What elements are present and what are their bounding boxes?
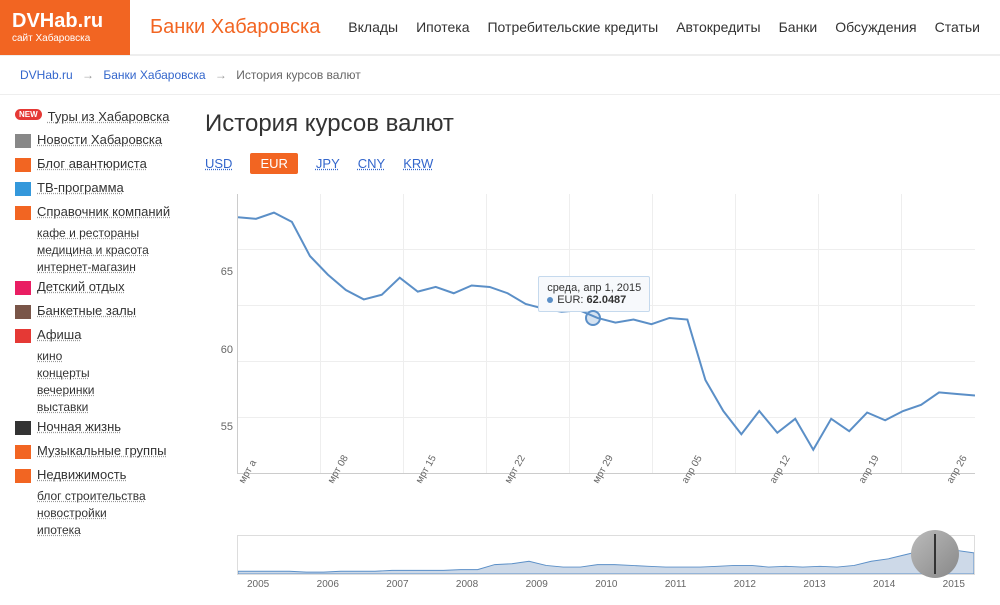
sidebar-item[interactable]: Музыкальные группы — [15, 439, 180, 463]
sidebar-icon — [15, 206, 31, 220]
section-title: Банки Хабаровска — [150, 16, 320, 39]
sidebar-subitem[interactable]: интернет-магазин — [37, 258, 180, 275]
range-year: 2005 — [247, 579, 269, 590]
y-tick: 60 — [205, 344, 233, 356]
range-year: 2009 — [526, 579, 548, 590]
sidebar-item[interactable]: Детский отдых — [15, 275, 180, 299]
sidebar-icon — [15, 469, 31, 483]
sidebar-icon — [15, 329, 31, 343]
sidebar-link[interactable]: Блог авантюриста — [37, 156, 147, 171]
sidebar-subitem[interactable]: вечеринки — [37, 381, 180, 398]
sidebar-item[interactable]: Блог авантюриста — [15, 152, 180, 176]
sidebar-item[interactable]: ТВ-программа — [15, 176, 180, 200]
sidebar-item[interactable]: NEW Туры из Хабаровска — [15, 105, 180, 128]
breadcrumb-home[interactable]: DVHab.ru — [20, 68, 73, 82]
main-content: История курсов валют USD EUR JPY CNY KRW 55 6… — [180, 95, 1000, 605]
sidebar-item[interactable]: Афиша — [15, 323, 180, 347]
chart-tooltip: среда, апр 1, 2015 EUR: 62.0487 — [538, 276, 650, 312]
currency-tab[interactable]: CNY — [358, 156, 385, 171]
y-tick: 55 — [205, 421, 233, 433]
new-badge: NEW — [15, 109, 42, 120]
page-title: История курсов валют — [205, 110, 975, 138]
sidebar-link[interactable]: Туры из Хабаровска — [48, 109, 170, 124]
sidebar-link[interactable]: Ночная жизнь — [37, 419, 121, 434]
tooltip-date: среда, апр 1, 2015 — [547, 282, 641, 294]
top-nav: Вклады Ипотека Потребительские кредиты Авто… — [348, 19, 980, 35]
y-tick: 65 — [205, 266, 233, 278]
tooltip-label: EUR: — [557, 294, 583, 306]
sidebar-icon — [15, 281, 31, 295]
sidebar-icon — [15, 445, 31, 459]
sidebar-icon — [15, 421, 31, 435]
topnav-item[interactable]: Банки — [779, 19, 818, 35]
sidebar-subitem[interactable]: выставки — [37, 398, 180, 415]
sidebar-link[interactable]: Детский отдых — [37, 279, 125, 294]
logo-subtitle: сайт Хабаровска — [12, 33, 130, 44]
topnav-item[interactable]: Обсуждения — [835, 19, 916, 35]
sidebar-item[interactable]: Новости Хабаровска — [15, 128, 180, 152]
sidebar-item[interactable]: Ночная жизнь — [15, 415, 180, 439]
currency-tab[interactable]: KRW — [403, 156, 433, 171]
range-year: 2011 — [665, 579, 687, 590]
sidebar-icon — [15, 134, 31, 148]
sidebar-link[interactable]: Недвижимость — [37, 467, 126, 482]
range-year: 2006 — [317, 579, 339, 590]
breadcrumb-current: История курсов валют — [236, 68, 360, 82]
sidebar-link[interactable]: Новости Хабаровска — [37, 132, 162, 147]
sidebar-icon — [15, 182, 31, 196]
topnav-item[interactable]: Ипотека — [416, 19, 469, 35]
sidebar-subitem[interactable]: новостройки — [37, 504, 180, 521]
range-handle[interactable] — [911, 530, 959, 578]
sidebar-item[interactable]: Недвижимость — [15, 463, 180, 487]
topnav-item[interactable]: Автокредиты — [676, 19, 760, 35]
sidebar-subitem[interactable]: медицина и красота — [37, 241, 180, 258]
sidebar-link[interactable]: Афиша — [37, 327, 81, 342]
sidebar-link[interactable]: Справочник компаний — [37, 204, 170, 219]
currency-tabs: USD EUR JPY CNY KRW — [205, 153, 975, 174]
sidebar-subitem[interactable]: блог строительства — [37, 487, 180, 504]
sidebar-subitem[interactable]: кафе и рестораны — [37, 224, 180, 241]
sidebar-subitem[interactable]: кино — [37, 347, 180, 364]
sidebar-subitem[interactable]: концерты — [37, 364, 180, 381]
currency-tab[interactable]: USD — [205, 156, 232, 171]
topnav-item[interactable]: Статьи — [935, 19, 980, 35]
sidebar-link[interactable]: Музыкальные группы — [37, 443, 166, 458]
sidebar-item[interactable]: Банкетные залы — [15, 299, 180, 323]
sidebar-link[interactable]: ТВ-программа — [37, 180, 124, 195]
breadcrumb-section[interactable]: Банки Хабаровска — [103, 68, 205, 82]
sidebar-link[interactable]: Банкетные залы — [37, 303, 136, 318]
currency-tab[interactable]: JPY — [316, 156, 340, 171]
range-year: 2013 — [803, 579, 825, 590]
chart-area: 556065 среда, апр 1, 2015 EUR: 62.0487 м… — [205, 194, 975, 590]
logo-title: DVHab.ru — [12, 10, 130, 33]
range-selector[interactable] — [237, 535, 975, 575]
topnav-item[interactable]: Потребительские кредиты — [487, 19, 658, 35]
range-year: 2014 — [873, 579, 895, 590]
range-year: 2008 — [456, 579, 478, 590]
currency-tab[interactable]: EUR — [250, 153, 297, 174]
range-year: 2007 — [386, 579, 408, 590]
range-year: 2012 — [734, 579, 756, 590]
sidebar-item[interactable]: Справочник компаний — [15, 200, 180, 224]
range-year: 2015 — [943, 579, 965, 590]
sidebar-icon — [15, 158, 31, 172]
sidebar-subitem[interactable]: ипотека — [37, 521, 180, 538]
sidebar-icon — [15, 305, 31, 319]
range-year: 2010 — [595, 579, 617, 590]
sidebar: NEW Туры из Хабаровска Новости Хабаровска Б… — [0, 95, 180, 605]
tooltip-value: 62.0487 — [587, 294, 627, 306]
chart-plot[interactable]: среда, апр 1, 2015 EUR: 62.0487 — [237, 194, 975, 474]
breadcrumb: DVHab.ru → Банки Хабаровска → История ку… — [0, 56, 1000, 95]
chart-marker — [585, 310, 601, 326]
topnav-item[interactable]: Вклады — [348, 19, 398, 35]
site-logo[interactable]: DVHab.ru сайт Хабаровска — [0, 0, 130, 55]
